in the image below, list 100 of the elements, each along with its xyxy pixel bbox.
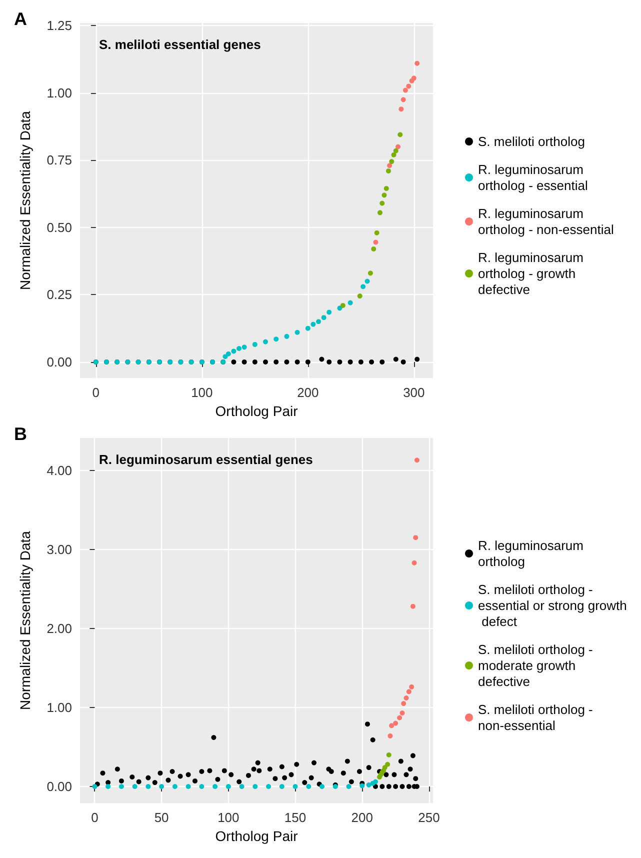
point [378, 210, 382, 216]
point [364, 278, 370, 284]
point [414, 458, 420, 463]
point [348, 300, 353, 306]
y-axis-title: Normalized Essentiality Data [17, 530, 33, 710]
point [172, 784, 178, 790]
point [159, 784, 164, 790]
legend-label: S. meliloti ortholog - essential or strong growth defect [478, 582, 627, 629]
point [393, 720, 398, 726]
point [294, 359, 300, 364]
x-tick-label: 150 [284, 810, 306, 826]
point [306, 784, 312, 790]
point [414, 356, 420, 362]
point [106, 784, 111, 790]
point [386, 752, 392, 758]
point [389, 723, 394, 728]
point [393, 148, 398, 154]
point [389, 159, 394, 164]
x-tick-label: 0 [91, 810, 98, 826]
point [263, 359, 268, 364]
y-tick-label: 0.75 [46, 152, 72, 168]
point [274, 336, 279, 342]
point [212, 784, 218, 790]
legend-label: S. meliloti ortholog - moderate growth defective [478, 642, 596, 689]
point [380, 359, 385, 364]
point [284, 334, 290, 339]
y-tick-label: 1.25 [46, 18, 72, 34]
legend-label: S. meliloti ortholog - non-essential [478, 702, 596, 733]
point [404, 695, 409, 700]
point [222, 354, 228, 360]
text: B [14, 424, 27, 444]
y-tick-label: 0.00 [46, 779, 72, 794]
x-tick-label: 300 [403, 385, 425, 400]
point [398, 132, 403, 138]
point [199, 784, 204, 790]
y-axis-title: Normalized Essentiality Data [17, 110, 33, 290]
point [380, 200, 385, 206]
y-tick-label: 0.25 [46, 287, 72, 302]
point [388, 733, 393, 738]
y-tick-label: 0.00 [46, 354, 72, 370]
y-tick-label: 1.00 [46, 700, 72, 715]
point [357, 294, 362, 299]
point [360, 284, 366, 290]
x-tick-label: 0 [92, 385, 100, 400]
x-axis-title: Ortholog Pair [215, 828, 298, 844]
x-axis-title: Ortholog Pair [215, 403, 298, 419]
point [360, 783, 365, 788]
point [279, 784, 284, 790]
point [368, 270, 373, 276]
point [398, 106, 404, 112]
point [266, 784, 272, 790]
y-tick-label: 1.00 [46, 85, 72, 100]
point [400, 710, 405, 716]
point [393, 356, 398, 362]
y-tick-label: 3.00 [46, 542, 72, 557]
point [305, 326, 310, 331]
point [242, 344, 247, 350]
point [374, 230, 380, 236]
legend-label: R. leguminosarum ortholog - non-essential [478, 206, 614, 237]
x-tick-label: 200 [297, 385, 319, 400]
point [402, 88, 408, 93]
x-tick-label: 100 [218, 810, 240, 826]
point [406, 84, 412, 89]
point [414, 60, 420, 66]
point [384, 186, 389, 191]
point [412, 560, 417, 566]
legend-label: R. leguminosarum ortholog [478, 538, 588, 569]
x-tick-label: 250 [418, 810, 440, 826]
point [409, 684, 414, 690]
point [226, 351, 231, 356]
point [397, 715, 402, 720]
x-tick-label: 100 [191, 385, 213, 400]
point [239, 784, 244, 790]
point [146, 784, 151, 790]
point [337, 359, 342, 364]
text: A [14, 9, 27, 29]
point [231, 359, 236, 364]
point [284, 359, 290, 364]
point [358, 359, 364, 364]
point [369, 359, 374, 364]
x-tick-label: 50 [154, 810, 169, 826]
point [316, 319, 322, 324]
text: R. leguminosarum essential genes [99, 452, 313, 467]
point [294, 330, 300, 335]
point [92, 784, 98, 790]
point [346, 784, 352, 790]
point [236, 346, 242, 352]
point [326, 310, 332, 315]
point [319, 356, 324, 362]
point [382, 192, 387, 198]
point [305, 359, 310, 364]
point [396, 144, 401, 150]
point [400, 359, 406, 364]
point [252, 784, 258, 790]
point [340, 302, 346, 308]
point [242, 359, 247, 364]
point [252, 359, 258, 364]
point [252, 342, 258, 347]
text: S. meliloti essential genes [99, 37, 261, 52]
point [400, 97, 406, 102]
